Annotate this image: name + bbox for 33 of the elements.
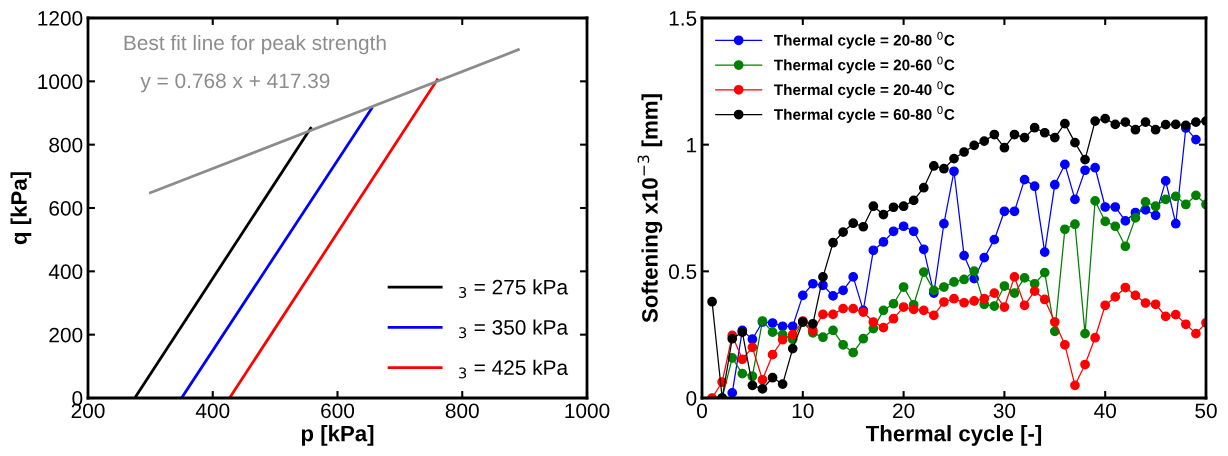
legend-label: Thermal cycle = 60-80 $^{0}$C bbox=[773, 106, 955, 123]
x-tick-label: 40 bbox=[1094, 403, 1116, 419]
legend-label: Thermal cycle = 20-40 $^{0}$C bbox=[773, 81, 955, 99]
x-tick-label: 400 bbox=[195, 403, 230, 419]
x-axis-title: p [kPa] bbox=[301, 425, 374, 446]
x-tick-label: 0 bbox=[697, 403, 707, 419]
x-tick-label: 600 bbox=[321, 403, 355, 419]
legend-label: Thermal cycle = 20-80 $^{0}$C bbox=[773, 31, 955, 49]
y-tick-label: 1.5 bbox=[669, 11, 697, 26]
y-tick-label: 800 bbox=[49, 137, 83, 153]
y-axis-title: q [kPa] bbox=[10, 172, 32, 245]
legend-label: $_{3}$ = 275 kPa bbox=[459, 279, 569, 298]
y-tick-label: 1 bbox=[687, 137, 697, 153]
y-tick-label: 0.5 bbox=[668, 264, 697, 280]
x-tick-label: 30 bbox=[993, 403, 1016, 419]
x-axis-title: Thermal cycle [-] bbox=[865, 425, 1042, 446]
y-tick-label: 200 bbox=[49, 327, 83, 343]
y-tick-label: 600 bbox=[49, 201, 83, 216]
legend-label: Thermal cycle = 20-60 $^{0}$C bbox=[773, 56, 955, 74]
x-tick-label: 800 bbox=[445, 403, 479, 419]
y-tick-label: 1200 bbox=[38, 11, 83, 26]
x-tick-label: 10 bbox=[792, 403, 814, 419]
legend-label: $_{3}$ = 350 kPa bbox=[459, 319, 569, 339]
legend-label: $_{3}$ = 425 kPa bbox=[459, 359, 569, 379]
y-tick-label: 400 bbox=[48, 264, 83, 280]
y-tick-label: 1000 bbox=[38, 74, 83, 90]
y-axis-title: Softening x10$^{−3}$ [mm] bbox=[637, 94, 663, 323]
x-tick-label: 50 bbox=[1195, 403, 1217, 419]
x-tick-label: 20 bbox=[893, 403, 915, 419]
x-tick-label: 1000 bbox=[565, 403, 610, 419]
y-tick-label: 0 bbox=[686, 391, 697, 406]
annotation: y = 0.768 x + 417.39 bbox=[140, 73, 330, 93]
annotation: Best fit line for peak strength bbox=[124, 34, 386, 55]
